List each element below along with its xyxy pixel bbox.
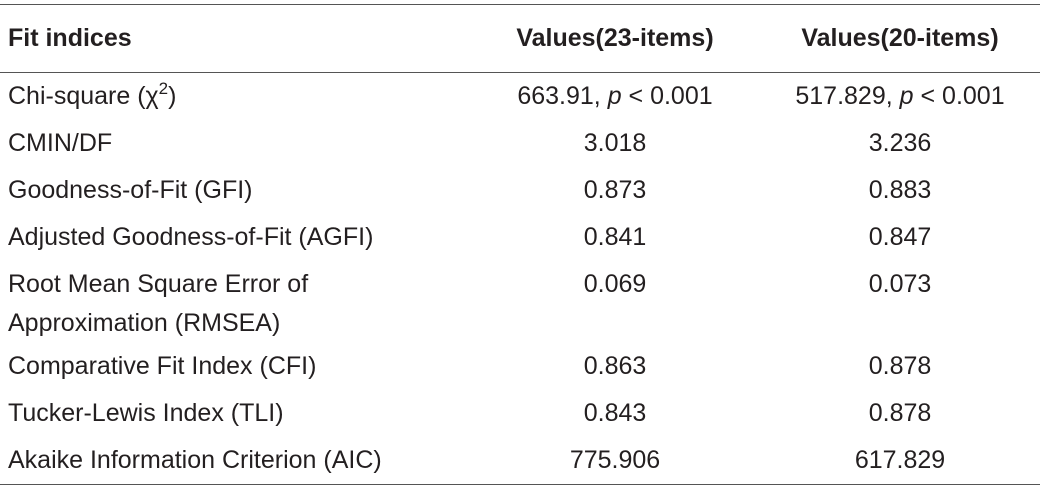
- cell-text: 517.829,: [795, 82, 900, 110]
- cell-text: 663.91,: [517, 82, 608, 110]
- cell-text: Root Mean Square Error of: [8, 270, 309, 298]
- header-cell: Values(23-items): [470, 4, 760, 73]
- table-row: Comparative Fit Index (CFI) 0.863 0.878: [0, 343, 1040, 390]
- table-cell: 775.906: [470, 437, 760, 485]
- table-cell: 0.073: [868, 270, 932, 298]
- fit-table: Fit indices Values(23-items) Values(20-ite…: [0, 4, 1040, 485]
- table-cell: 0.878: [868, 399, 932, 427]
- table-row: Goodness-of-Fit (GFI) 0.873 0.883: [0, 167, 1040, 214]
- cell-text: Chi-square (χ: [8, 82, 159, 110]
- cell-text: p: [899, 82, 914, 110]
- cell-text: < 0.001: [621, 82, 713, 110]
- header-row: Fit indices Values(23-items) Values(20-ite…: [0, 4, 1040, 73]
- cell-text: ): [168, 82, 177, 110]
- cell-text: Approximation (RMSEA): [8, 309, 281, 337]
- table-row: Adjusted Goodness-of-Fit (AGFI) 0.841 0.84…: [0, 214, 1040, 261]
- cell-text: p: [607, 82, 622, 110]
- header-cell: Fit indices: [0, 4, 470, 73]
- table-row: Tucker-Lewis Index (TLI) 0.843 0.878: [0, 390, 1040, 437]
- table-row: Chi-square (χ2) 663.91, p < 0.001 517.829,…: [0, 73, 1040, 121]
- table-row: Root Mean Square Error of Approximation (…: [0, 261, 1040, 343]
- table-cell: 0.873: [583, 176, 647, 204]
- table-cell: Chi-square (χ2): [0, 73, 470, 121]
- table-cell: 517.829, p < 0.001: [760, 73, 1040, 121]
- table-cell: 663.91, p < 0.001: [470, 73, 760, 121]
- table-row: CMIN/DF 3.018 3.236: [0, 120, 1040, 167]
- table-cell: 0.878: [868, 352, 932, 380]
- table-cell: Goodness-of-Fit (GFI): [8, 176, 253, 204]
- table-cell: Tucker-Lewis Index (TLI): [8, 399, 284, 427]
- table-body: Chi-square (χ2) 663.91, p < 0.001 517.829,…: [0, 73, 1040, 485]
- table-cell: 617.829: [760, 437, 1040, 485]
- table-cell: 3.236: [868, 129, 932, 157]
- table-cell: 0.841: [583, 223, 647, 251]
- cell-text: < 0.001: [913, 82, 1005, 110]
- table-cell: Root Mean Square Error of Approximation (…: [0, 261, 470, 343]
- cell-text: 2: [158, 79, 169, 98]
- table-cell: Comparative Fit Index (CFI): [8, 352, 317, 380]
- table-cell: 0.863: [583, 352, 647, 380]
- table-cell: Adjusted Goodness-of-Fit (AGFI): [8, 223, 374, 251]
- header-cell: Values(20-items): [760, 4, 1040, 73]
- table-cell: 0.843: [583, 399, 647, 427]
- table-cell: 3.018: [583, 129, 647, 157]
- table-cell: CMIN/DF: [8, 129, 113, 157]
- table-cell: Akaike Information Criterion (AIC): [0, 437, 470, 485]
- table-cell: 0.069: [583, 270, 647, 298]
- table-cell: 0.847: [868, 223, 932, 251]
- table-row: Akaike Information Criterion (AIC) 775.90…: [0, 437, 1040, 485]
- page: Fit indices Values(23-items) Values(20-ite…: [0, 4, 1040, 485]
- table-cell: 0.883: [868, 176, 932, 204]
